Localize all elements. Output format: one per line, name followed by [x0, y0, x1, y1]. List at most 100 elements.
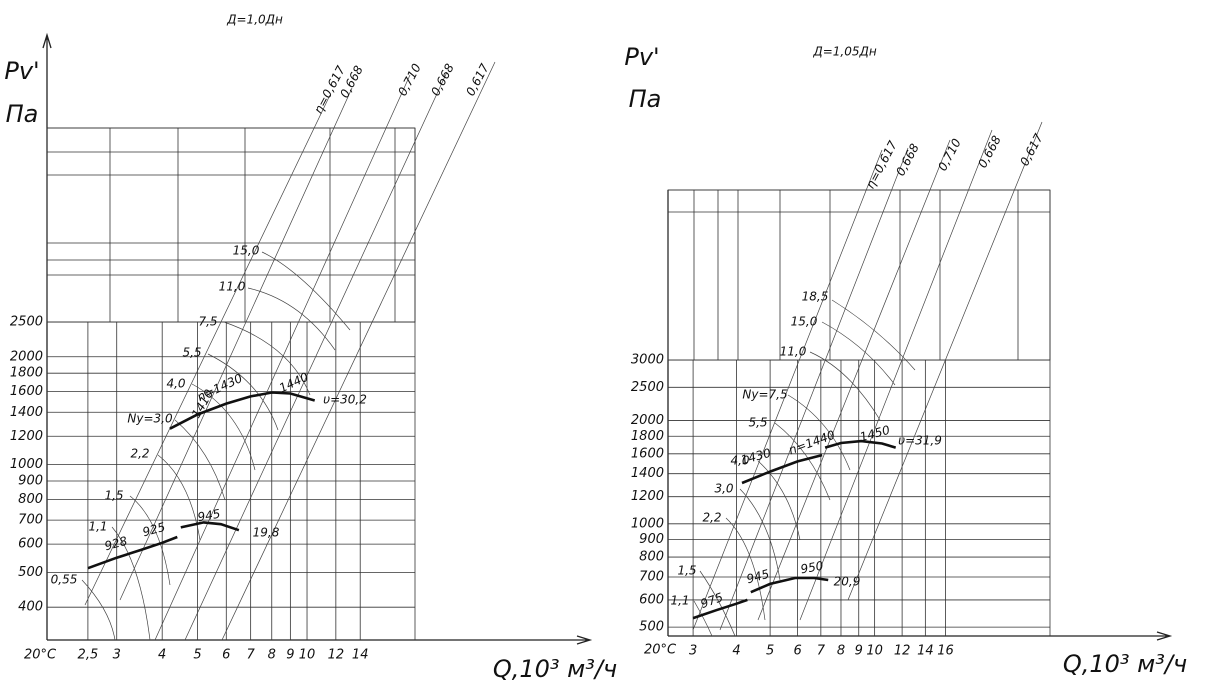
y-tick-label: 2500: [631, 380, 664, 395]
axes-left: [42, 32, 593, 645]
x-tick-label: 3: [689, 644, 697, 659]
pressure-curve: [87, 535, 178, 570]
power-curve: [725, 517, 766, 621]
curve-label: υ=31,9: [898, 434, 942, 448]
y-tick-label: 2000: [631, 413, 664, 428]
power-curve: [774, 422, 831, 501]
power-curve: [821, 321, 896, 386]
pressure-curve: [824, 439, 897, 449]
x-tick-label: 12: [894, 644, 911, 659]
power-curve: [111, 526, 151, 641]
curve-label: 950: [799, 559, 824, 577]
y-tick-label: 900: [639, 532, 664, 547]
x-tick-label: 9: [855, 644, 863, 659]
x-tick-label: 8: [837, 644, 845, 659]
curve-label: 15,0: [233, 244, 260, 258]
power-curve: [247, 287, 336, 351]
x-tick-label: 3: [113, 648, 121, 663]
y-tick-label: 900: [18, 474, 43, 489]
x-axis-label: Q,10³ м³/ч: [1063, 650, 1187, 678]
y-tick-label: 800: [639, 550, 664, 565]
pressure-curve: [169, 391, 316, 430]
x-tick-label: 6: [222, 648, 230, 663]
power-curve: [174, 419, 226, 501]
x-tick-label: 7: [247, 648, 256, 663]
pressure-curve: [741, 453, 823, 485]
x-tick-label: 9: [286, 648, 294, 663]
power-curve: [223, 321, 311, 396]
y-axis-label: Pv': [4, 57, 39, 85]
chart-title: Д=1,05Дн: [812, 45, 877, 59]
curve-label: υ=30,2: [323, 393, 367, 407]
power-curve: [261, 251, 351, 331]
curve-label: Ny=3,0: [127, 412, 173, 426]
curve-label: 15,0: [791, 315, 818, 329]
curve-label: 2,2: [702, 511, 721, 525]
x-tick-label: 16: [937, 644, 954, 659]
efficiency-line: [84, 94, 331, 606]
power-curve: [739, 488, 781, 581]
power-curve: [831, 299, 916, 371]
y-axis-label: Pv': [624, 43, 659, 71]
y-tick-label: 800: [18, 492, 43, 507]
x-tick-label: 10: [866, 644, 883, 659]
curve-label: 1,1: [88, 520, 107, 534]
x-tick-label: 14: [917, 644, 934, 659]
x-tick-label: 5: [766, 644, 774, 659]
power-curve: [157, 454, 201, 541]
x-origin-label: 20°C: [644, 643, 677, 658]
y-tick-label: 1000: [10, 457, 43, 472]
y-tick-label: 1000: [631, 516, 664, 531]
y-tick-label: 600: [18, 537, 43, 552]
efficiency-line: [184, 71, 448, 641]
x-tick-label: 4: [158, 648, 166, 663]
curve-label: 11,0: [219, 280, 246, 294]
x-tick-label: 10: [299, 648, 316, 663]
power-curve: [757, 460, 801, 541]
efficiency-line: [799, 129, 993, 621]
efficiency-line: [119, 87, 353, 601]
y-tick-label: 400: [18, 600, 43, 615]
y-axis-unit: Па: [629, 85, 662, 113]
y-tick-label: 2500: [10, 315, 43, 330]
y-tick-label: 500: [639, 620, 664, 635]
pressure-curve: [180, 521, 240, 532]
curve-label: 1,5: [677, 564, 696, 578]
y-tick-label: 1400: [10, 405, 43, 420]
y-tick-label: 2000: [10, 349, 43, 364]
y-tick-label: 1800: [631, 429, 664, 444]
pressure-curve: [750, 576, 829, 594]
efficiency-line: [757, 139, 951, 621]
efficiency-line: [692, 149, 883, 631]
curve-label: 1,1: [670, 594, 689, 608]
power-curve: [129, 495, 171, 586]
power-curve: [693, 600, 713, 637]
y-tick-label: 700: [639, 569, 664, 584]
x-origin-label: 20°C: [24, 648, 57, 663]
power-curve: [699, 570, 736, 637]
x-tick-label: 6: [793, 644, 801, 659]
y-axis-unit: Па: [6, 100, 39, 128]
pressure-curve: [692, 598, 748, 620]
curve-label: 928: [103, 534, 129, 554]
curve-label: 4,0: [730, 454, 749, 468]
curve-label: 945: [745, 567, 771, 586]
curve-label: 20,9: [834, 575, 861, 589]
curve-label: 925: [141, 520, 167, 539]
x-tick-label: 12: [328, 648, 345, 663]
curve-label: 4,0: [166, 377, 185, 391]
x-tick-label: 14: [352, 648, 369, 663]
efficiency-line: [154, 74, 411, 641]
y-tick-label: 1200: [10, 429, 43, 444]
power-curve: [81, 579, 116, 641]
curve-label: 19,8: [253, 526, 280, 540]
x-tick-label: 8: [268, 648, 276, 663]
power-curve: [787, 394, 851, 471]
x-tick-label: 2,5: [78, 648, 99, 663]
curve-label: Ny=7,5: [742, 388, 787, 402]
curve-label: 2,2: [130, 447, 149, 461]
x-tick-label: 4: [732, 644, 740, 659]
curve-label: 5,5: [182, 346, 201, 360]
